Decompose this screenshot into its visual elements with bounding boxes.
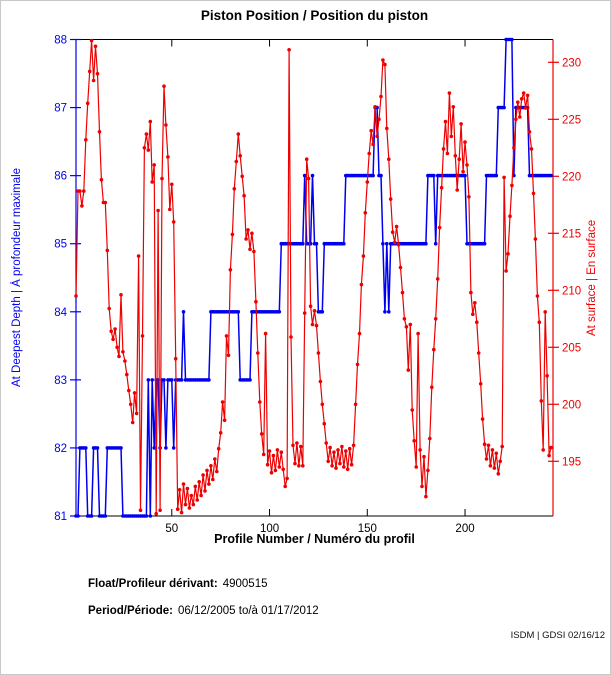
svg-text:230: 230: [562, 57, 581, 69]
svg-text:220: 220: [562, 171, 581, 183]
svg-text:210: 210: [562, 285, 581, 297]
svg-text:88: 88: [54, 35, 67, 47]
chart-title: Piston Position / Position du piston: [200, 8, 429, 23]
svg-text:50: 50: [165, 523, 178, 535]
svg-text:81: 81: [54, 511, 67, 523]
svg-text:225: 225: [562, 114, 581, 126]
svg-text:85: 85: [54, 239, 67, 251]
x-axis-label: Profile Number / Numéro du profil: [214, 532, 415, 546]
period-value: 06/12/2005 to/à 01/17/2012: [178, 605, 319, 617]
svg-text:100: 100: [260, 523, 279, 535]
svg-text:82: 82: [54, 443, 67, 455]
period-label: Period/Période:: [88, 605, 173, 617]
period-info-line: Period/Période: 06/12/2005 to/à 01/17/201…: [88, 605, 319, 617]
svg-text:195: 195: [562, 456, 581, 468]
watermark-text: ISDM | GDSI 02/16/12: [510, 630, 605, 641]
svg-text:200: 200: [562, 399, 581, 411]
float-value: 4900515: [222, 578, 268, 590]
svg-text:83: 83: [54, 375, 67, 387]
svg-text:87: 87: [54, 103, 67, 115]
svg-text:84: 84: [54, 307, 67, 319]
svg-text:205: 205: [562, 342, 581, 354]
left-axis-label: At Deepest Depth | À profondeur maximale: [11, 167, 23, 388]
right-axis-label: At surface | En surface: [586, 219, 598, 336]
svg-text:215: 215: [562, 228, 581, 240]
svg-text:86: 86: [54, 171, 67, 183]
svg-text:150: 150: [358, 523, 377, 535]
float-info-line: Float/Profileur dérivant: 4900515: [88, 578, 268, 590]
svg-text:200: 200: [455, 523, 474, 535]
chart-canvas: 50 100 150 200 81 82 83 84 85 86 87 88 195 200 205 210 2…: [54, 35, 581, 536]
float-label: Float/Profileur dérivant:: [88, 578, 218, 590]
